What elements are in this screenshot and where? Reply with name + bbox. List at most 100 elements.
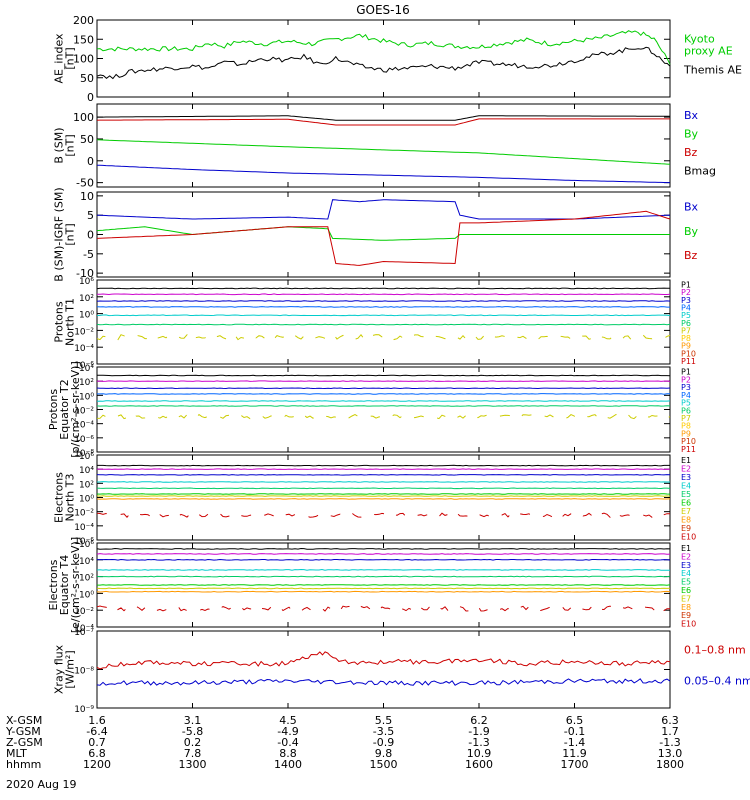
- y-axis-label: Electrons: [47, 559, 60, 610]
- legend-entry: 0.05–0.4 nm: [684, 674, 750, 687]
- series-0-1-0-8-nm: [96, 651, 671, 670]
- y-axis-label: [p/(cm²-s-sr-keV)]: [69, 361, 82, 458]
- series-bz: [96, 118, 670, 126]
- y-tick-label: 0: [87, 91, 94, 104]
- axis-row-value: 1.6: [88, 714, 106, 727]
- y-tick-label: 10⁻⁸: [74, 449, 94, 459]
- y-axis-label: [nT]: [64, 47, 77, 69]
- y-tick-label: 10⁻⁴: [74, 523, 94, 533]
- axis-row-value: 6.3: [661, 714, 679, 727]
- legend-entry: P11: [681, 445, 696, 454]
- y-tick-label: -50: [76, 177, 94, 190]
- series-e8: [96, 498, 671, 500]
- legend-entry: P5: [681, 311, 691, 320]
- axis-row-value: 5.5: [375, 714, 393, 727]
- y-tick-label: 5: [87, 209, 94, 222]
- y-axis-label: Protons: [53, 301, 66, 342]
- axis-row-label: X-GSM: [6, 714, 42, 727]
- series-e8: [96, 590, 671, 593]
- panel-b: -50 0 50 100 B (SM)[nT] Bx By Bz Bmag: [53, 103, 716, 190]
- y-tick-label: 10⁶: [79, 540, 94, 550]
- axis-row-value: 11.9: [562, 747, 587, 760]
- axis-row-value: 7.8: [184, 747, 202, 760]
- y-tick-label: 10⁶: [79, 277, 94, 287]
- series-p4: [97, 393, 670, 395]
- y-tick-label: 10⁻⁶: [74, 361, 94, 371]
- series-p5: [96, 400, 671, 402]
- legend-entry: E9: [681, 611, 691, 620]
- y-tick-label: 10⁻⁴: [74, 421, 94, 431]
- axis-row-value: 6.5: [566, 714, 584, 727]
- legend-entry: 0.1–0.8 nm: [684, 643, 746, 656]
- legend-entry: E7: [681, 594, 691, 603]
- legend-entry: E1: [681, 544, 691, 553]
- legend-entry: P3: [681, 296, 691, 305]
- legend-entry: E10: [681, 533, 696, 542]
- legend-entry: Themis AE: [683, 63, 742, 76]
- legend-entry: P4: [681, 391, 691, 400]
- series-e7: [96, 495, 671, 497]
- y-axis-label: [e/(cm²-s-sr-keV)]: [69, 537, 82, 633]
- legend-entry: P3: [681, 383, 691, 392]
- legend-entry: E2: [681, 465, 691, 474]
- axis-row-value: -1.4: [564, 736, 585, 749]
- axis-row-value: -1.9: [468, 725, 489, 738]
- y-tick-label: 10⁰: [79, 311, 94, 321]
- axis-row-value: -1.3: [659, 736, 680, 749]
- axis-row-label: MLT: [6, 747, 27, 760]
- series-e6: [97, 584, 671, 586]
- legend-entry: P1: [681, 368, 691, 377]
- y-tick-label: 10⁻⁸: [74, 667, 94, 677]
- legend-entry: P2: [681, 288, 691, 297]
- series-kyoto-proxy-ae: [96, 30, 671, 65]
- y-tick-label: 100: [73, 111, 94, 124]
- legend-entry: E10: [681, 620, 696, 629]
- series-p3: [96, 300, 671, 302]
- y-axis-label: Equator T4: [58, 555, 71, 615]
- series-e1: [97, 464, 670, 467]
- y-axis-label: Electrons: [53, 472, 66, 523]
- series-e3: [96, 474, 671, 476]
- series-p1: [96, 287, 671, 290]
- date-label: 2020 Aug 19: [6, 778, 76, 791]
- time-axis: X-GSM 1.6 3.1 4.5 5.5 6.2 6.5 6.3 Y-GSM -6.4 -5.8 -…: [5, 714, 684, 771]
- legend-entry: Bx: [684, 109, 699, 122]
- legend-entry: P8: [681, 334, 691, 343]
- series-0-05-0-4-nm: [96, 678, 671, 686]
- series-p6: [96, 405, 671, 407]
- legend-entry: E4: [681, 482, 691, 491]
- legend-entry: E7: [681, 507, 691, 516]
- y-tick-label: 10²: [79, 294, 94, 304]
- series-e3: [97, 558, 671, 561]
- axis-row-value: -3.5: [373, 725, 394, 738]
- axis-row-value: -4.9: [277, 725, 298, 738]
- legend-entry: P9: [681, 342, 691, 351]
- axis-row-value: -0.1: [564, 725, 585, 738]
- series-e4: [96, 568, 670, 571]
- series-bx: [96, 199, 671, 220]
- axis-row-value: -5.8: [182, 725, 203, 738]
- axis-row-value: 1700: [561, 758, 589, 771]
- panel-frame: [96, 454, 671, 541]
- series-p6: [96, 323, 671, 326]
- y-axis-label: North T1: [64, 298, 77, 346]
- y-tick-label: 10⁻⁴: [74, 344, 94, 354]
- axis-row-label: Y-GSM: [5, 725, 41, 738]
- legend-entry: E8: [681, 603, 691, 612]
- legend-entry: E8: [681, 516, 691, 525]
- y-axis-label: [nT]: [64, 134, 77, 156]
- axis-row-value: 9.8: [375, 747, 393, 760]
- legend-entry: P6: [681, 406, 691, 415]
- y-tick-label: 100: [73, 53, 94, 66]
- panel-frame: [96, 630, 671, 709]
- axis-row-value: 1800: [656, 758, 684, 771]
- axis-row-value: 1.7: [661, 725, 679, 738]
- series-p5: [96, 314, 671, 317]
- legend-entry: P1: [681, 281, 691, 290]
- axis-row-value: -0.9: [373, 736, 394, 749]
- y-tick-label: 10²: [79, 378, 94, 388]
- series-by: [96, 139, 671, 165]
- legend-entry: E5: [681, 578, 691, 587]
